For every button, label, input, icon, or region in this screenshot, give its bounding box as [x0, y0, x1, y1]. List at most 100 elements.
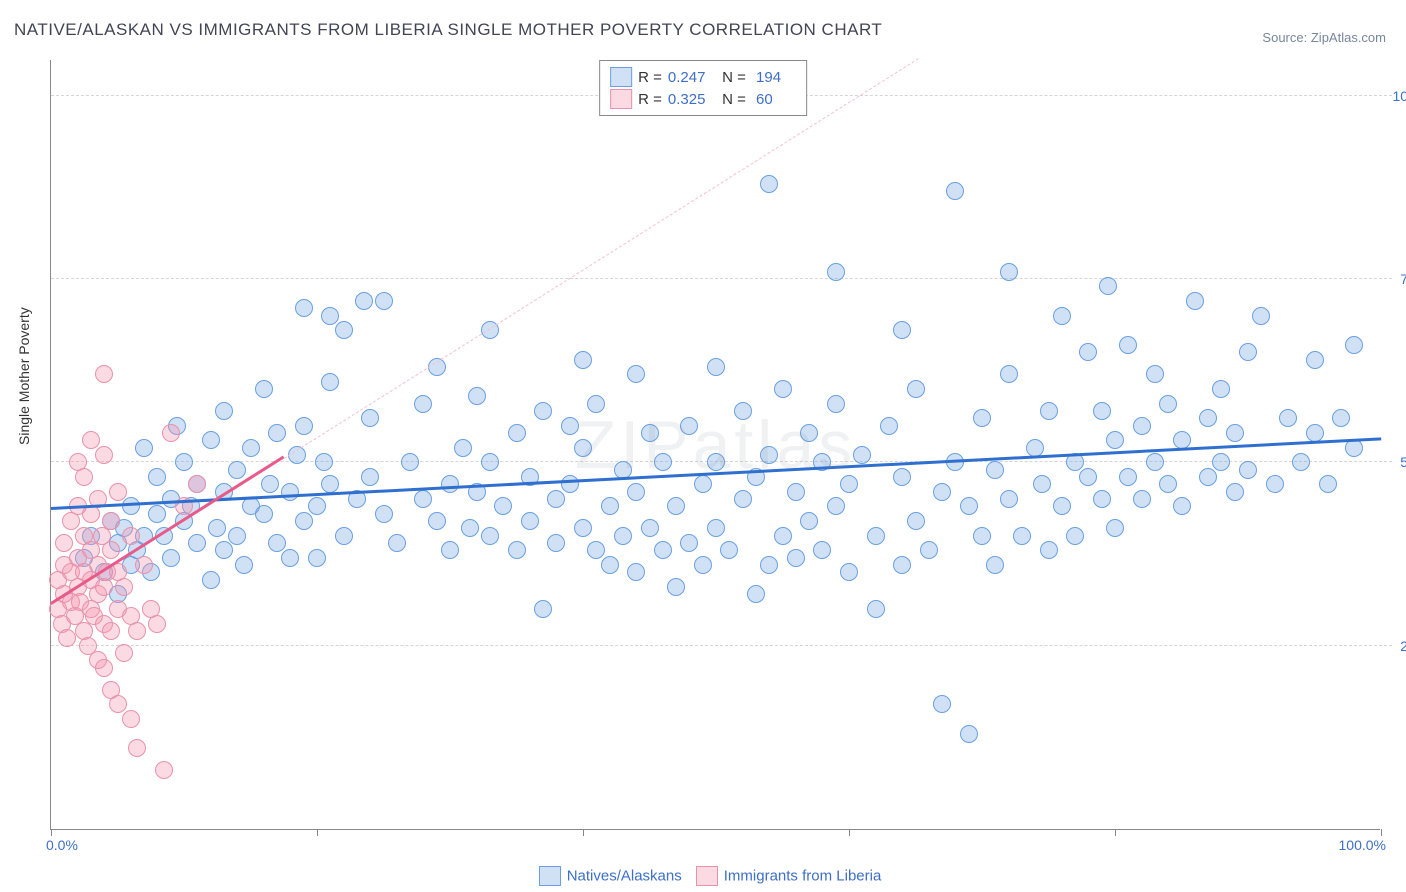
scatter-point	[1053, 307, 1071, 325]
legend-series-name: Immigrants from Liberia	[724, 868, 882, 885]
scatter-point	[1099, 277, 1117, 295]
scatter-point	[1040, 402, 1058, 420]
scatter-point	[734, 490, 752, 508]
legend-n-value: 194	[752, 69, 796, 86]
scatter-point	[115, 644, 133, 662]
scatter-point	[122, 527, 140, 545]
legend-swatch	[539, 866, 561, 886]
x-tick	[849, 829, 850, 836]
scatter-point	[867, 527, 885, 545]
scatter-point	[441, 475, 459, 493]
scatter-point	[1226, 424, 1244, 442]
scatter-point	[55, 534, 73, 552]
scatter-point	[335, 321, 353, 339]
scatter-point	[614, 527, 632, 545]
scatter-point	[95, 659, 113, 677]
x-tick	[1115, 829, 1116, 836]
scatter-point	[1093, 490, 1111, 508]
scatter-point	[414, 395, 432, 413]
legend-swatch	[610, 67, 632, 87]
scatter-point	[1000, 365, 1018, 383]
scatter-point	[481, 527, 499, 545]
scatter-point	[155, 761, 173, 779]
scatter-point	[853, 446, 871, 464]
scatter-point	[414, 490, 432, 508]
scatter-point	[747, 585, 765, 603]
scatter-point	[321, 475, 339, 493]
scatter-point	[1159, 475, 1177, 493]
scatter-point	[1146, 453, 1164, 471]
scatter-point	[295, 299, 313, 317]
scatter-point	[361, 409, 379, 427]
scatter-point	[82, 431, 100, 449]
scatter-point	[787, 549, 805, 567]
scatter-point	[188, 534, 206, 552]
scatter-point	[102, 622, 120, 640]
scatter-point	[308, 549, 326, 567]
scatter-point	[840, 475, 858, 493]
scatter-point	[1252, 307, 1270, 325]
scatter-point	[667, 497, 685, 515]
scatter-point	[667, 578, 685, 596]
scatter-point	[1026, 439, 1044, 457]
scatter-point	[235, 556, 253, 574]
scatter-point	[1106, 519, 1124, 537]
scatter-point	[1053, 497, 1071, 515]
y-tick-label: 50.0%	[1385, 454, 1406, 470]
scatter-point	[281, 483, 299, 501]
scatter-point	[880, 417, 898, 435]
scatter-point	[494, 497, 512, 515]
scatter-point	[1199, 409, 1217, 427]
legend-r-value: 0.325	[668, 91, 712, 108]
scatter-point	[587, 541, 605, 559]
scatter-point	[1133, 490, 1151, 508]
scatter-point	[946, 182, 964, 200]
x-tick-label: 0.0%	[46, 837, 78, 853]
scatter-point	[840, 563, 858, 581]
scatter-point	[508, 424, 526, 442]
scatter-point	[122, 497, 140, 515]
scatter-point	[135, 439, 153, 457]
scatter-point	[135, 556, 153, 574]
scatter-point	[481, 453, 499, 471]
scatter-point	[601, 497, 619, 515]
scatter-point	[102, 512, 120, 530]
y-tick-label: 100.0%	[1385, 88, 1406, 104]
scatter-point	[428, 512, 446, 530]
scatter-point	[654, 541, 672, 559]
scatter-point	[188, 475, 206, 493]
scatter-point	[734, 402, 752, 420]
gridline	[51, 645, 1392, 646]
x-tick	[51, 829, 52, 836]
scatter-point	[1106, 431, 1124, 449]
scatter-point	[534, 402, 552, 420]
scatter-point	[760, 446, 778, 464]
scatter-point	[627, 365, 645, 383]
chart-title: NATIVE/ALASKAN VS IMMIGRANTS FROM LIBERI…	[14, 20, 882, 40]
scatter-point	[973, 409, 991, 427]
scatter-point	[933, 483, 951, 501]
scatter-point	[920, 541, 938, 559]
scatter-point	[295, 417, 313, 435]
legend-stat-row: R =0.325 N = 60	[610, 88, 796, 110]
scatter-point	[601, 556, 619, 574]
scatter-point	[375, 505, 393, 523]
scatter-point	[454, 439, 472, 457]
scatter-point	[162, 549, 180, 567]
scatter-point	[148, 468, 166, 486]
scatter-point	[654, 453, 672, 471]
legend-swatch	[610, 89, 632, 109]
scatter-point	[587, 395, 605, 413]
scatter-point	[281, 549, 299, 567]
scatter-point	[215, 402, 233, 420]
scatter-point	[202, 571, 220, 589]
scatter-point	[707, 358, 725, 376]
scatter-point	[1266, 475, 1284, 493]
legend-series-name: Natives/Alaskans	[567, 868, 682, 885]
x-tick	[1381, 829, 1382, 836]
scatter-point	[162, 424, 180, 442]
scatter-point	[109, 483, 127, 501]
scatter-point	[315, 453, 333, 471]
scatter-point	[1319, 475, 1337, 493]
scatter-point	[774, 527, 792, 545]
